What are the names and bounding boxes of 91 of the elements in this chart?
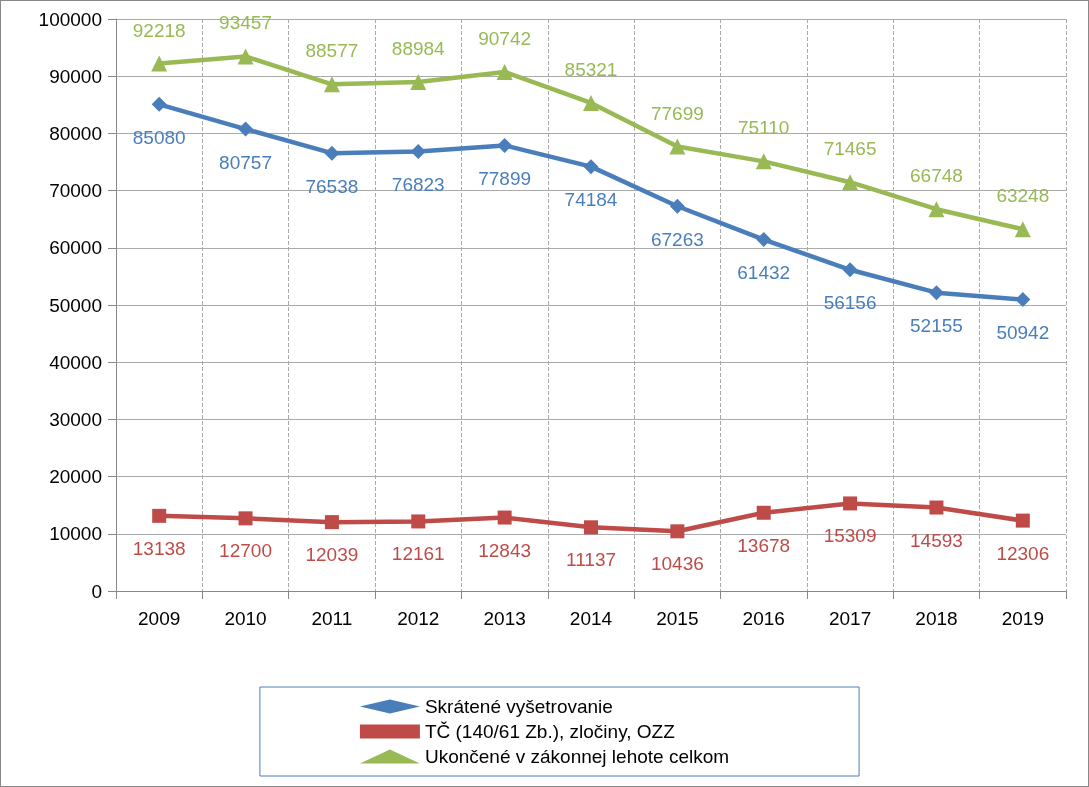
- point: [755, 153, 772, 170]
- data-label: 76823: [391, 174, 445, 196]
- data-label: 66748: [910, 165, 963, 187]
- data-label: 15309: [823, 525, 877, 547]
- data-label: 12161: [391, 543, 445, 565]
- point: [756, 232, 772, 248]
- y-tick-label: 60000: [49, 237, 102, 259]
- data-label: 71465: [823, 138, 877, 160]
- data-label: 61432: [737, 262, 791, 284]
- x-tick-label: 2016: [742, 608, 785, 629]
- point: [843, 496, 858, 511]
- data-label: 11137: [565, 549, 617, 571]
- y-tick-label: 100000: [38, 8, 102, 30]
- data-label: 74184: [564, 189, 618, 211]
- legend-label: Skrátené vyšetrovanie: [424, 696, 613, 717]
- point: [669, 198, 685, 214]
- y-tick-label: 10000: [49, 523, 102, 545]
- data-label: 50942: [996, 322, 1050, 344]
- point: [756, 505, 771, 520]
- x-tick-label: 2017: [828, 608, 872, 629]
- y-tick-label: 0: [91, 580, 102, 602]
- point: [842, 174, 859, 191]
- x-tick-label: 2010: [224, 608, 267, 629]
- data-label: 14593: [910, 529, 963, 551]
- data-label: 12843: [478, 539, 532, 561]
- point: [583, 94, 599, 111]
- point: [842, 262, 858, 278]
- point: [324, 145, 340, 161]
- point: [497, 510, 512, 525]
- y-tick-label: 90000: [49, 65, 102, 87]
- x-tick-label: 2019: [1001, 608, 1044, 629]
- data-label: 80757: [219, 151, 272, 173]
- data-label: 63248: [996, 185, 1050, 207]
- data-label: 77899: [478, 167, 532, 189]
- point: [238, 121, 254, 137]
- point: [584, 520, 598, 535]
- y-tick-label: 20000: [49, 466, 102, 488]
- point: [928, 201, 945, 218]
- point: [324, 515, 339, 530]
- point: [151, 96, 167, 112]
- data-label: 13138: [132, 537, 186, 559]
- data-label: 76538: [305, 175, 359, 197]
- x-tick-label: 2018: [915, 608, 958, 629]
- point: [152, 508, 167, 523]
- x-tick-label: 2011: [311, 608, 353, 629]
- y-tick-label: 40000: [49, 351, 102, 373]
- point: [669, 138, 686, 155]
- point: [497, 137, 513, 153]
- y-tick-label: 50000: [49, 294, 102, 316]
- point: [410, 144, 426, 160]
- x-tick-label: 2014: [569, 608, 613, 629]
- point: [583, 159, 599, 175]
- data-label: 88577: [305, 40, 359, 62]
- point: [1014, 221, 1031, 238]
- point: [238, 511, 253, 526]
- data-label: 12039: [305, 544, 359, 566]
- data-label: 93457: [219, 12, 272, 34]
- legend-label: Ukončené v zákonnej lehote celkom: [424, 746, 730, 767]
- data-label: 85321: [564, 58, 618, 80]
- x-tick-label: 2009: [138, 608, 181, 629]
- x-tick-label: 2012: [397, 608, 440, 629]
- point: [151, 55, 168, 72]
- data-label: 10436: [650, 553, 704, 575]
- point: [1015, 292, 1031, 308]
- legend-label: TČ (140/61 Zb.), zločiny, OZZ: [424, 721, 676, 742]
- point: [323, 76, 340, 93]
- x-tick-label: 2013: [483, 608, 526, 629]
- data-label: 85080: [132, 126, 186, 148]
- y-tick-label: 80000: [49, 122, 102, 144]
- point: [670, 524, 685, 539]
- x-tick-label: 2015: [656, 608, 699, 629]
- data-label: 52155: [910, 315, 963, 337]
- point: [410, 74, 427, 91]
- data-label: 56156: [823, 292, 877, 314]
- data-label: 88984: [391, 38, 446, 60]
- point: [929, 500, 944, 515]
- point: [496, 63, 513, 80]
- data-label: 92218: [132, 19, 186, 41]
- point: [1015, 513, 1030, 528]
- data-label: 67263: [650, 228, 704, 250]
- point: [411, 514, 426, 529]
- data-label: 12700: [219, 540, 272, 562]
- data-label: 77699: [650, 102, 704, 124]
- data-label: 12306: [996, 542, 1050, 564]
- data-label: 90742: [478, 27, 532, 49]
- y-tick-label: 30000: [49, 408, 102, 430]
- data-label: 13678: [737, 534, 791, 556]
- point: [237, 48, 254, 65]
- data-label: 75110: [738, 117, 790, 139]
- y-tick-label: 70000: [49, 180, 102, 202]
- point: [928, 285, 944, 301]
